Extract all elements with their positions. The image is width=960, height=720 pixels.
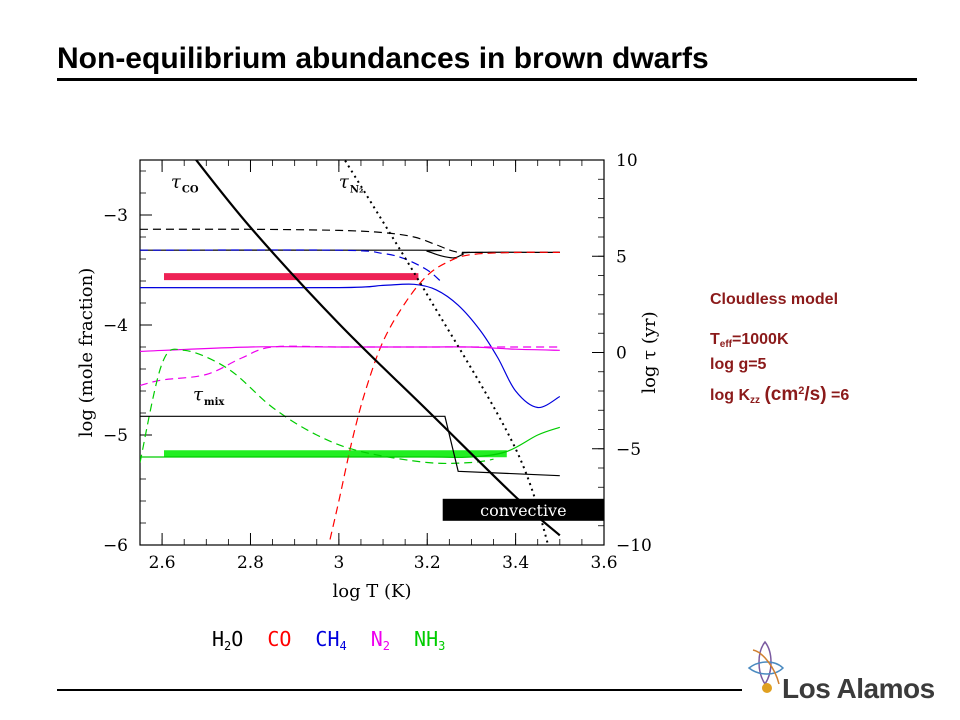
series-line (194, 160, 561, 537)
teff-sub: eff (719, 339, 733, 350)
x-tick-label: 3 (333, 553, 344, 573)
tau-annotation: τ (193, 384, 204, 405)
logg-line: log g=5 (710, 356, 767, 373)
legend-item-text: NH (414, 627, 439, 651)
y-tick-label: −4 (103, 316, 128, 336)
series-line (140, 283, 561, 409)
kzz-sub: zz (750, 395, 760, 406)
convective-box (442, 498, 604, 521)
plot-frame (139, 159, 605, 546)
kzz-unit-sup: 2 (798, 385, 805, 397)
kzz-line: log Kzz (cm2/s) =6 (710, 381, 849, 411)
logo-text: Los Alamos (782, 673, 935, 704)
kzz-prefix: log K (710, 387, 750, 404)
model-info: Cloudless model Teff=1000K log g=5 log K… (710, 290, 849, 411)
tau-annotation: τ (171, 172, 182, 193)
series-line (140, 348, 494, 465)
legend-item-text: H (212, 627, 225, 651)
series-line (329, 251, 560, 540)
series-line (140, 228, 560, 254)
legend-item-text: CO (267, 627, 292, 651)
legend-item-subscript: 4 (339, 639, 347, 653)
x-axis-label: log T (K) (332, 581, 411, 602)
legend-item-subscript: 2 (382, 639, 391, 653)
kzz-value: =6 (831, 387, 850, 404)
title-underline (57, 78, 917, 81)
convective-label: convective (480, 501, 566, 520)
x-tick-label: 2.6 (149, 553, 176, 573)
slide-title: Non-equilibrium abundances in brown dwar… (57, 42, 709, 75)
y2-tick-label: 0 (616, 344, 627, 364)
series-line (140, 426, 561, 459)
legend-item: H2O (212, 627, 243, 653)
series-line (140, 415, 560, 477)
y2-axis-label: log τ (yr) (639, 311, 660, 393)
teff-value: =1000K (732, 331, 789, 348)
footer-rule (57, 689, 742, 691)
y2-tick-label: 5 (616, 247, 627, 267)
y-axis-label: log (mole fraction) (76, 268, 97, 437)
legend-item: N2 (371, 627, 390, 653)
y2-tick-label: −10 (616, 536, 652, 556)
x-tick-label: 3.2 (414, 553, 441, 573)
legend-item: NH3 (414, 627, 445, 653)
los-alamos-logo-icon (747, 640, 785, 693)
legend: H2O CO CH4 N2 NH3 (212, 627, 469, 653)
tau-annotation-subscript: mix (204, 397, 225, 408)
teff-prefix: T (710, 331, 720, 348)
legend-item: CO (267, 627, 291, 651)
series-line (140, 345, 560, 387)
y-tick-label: −6 (103, 536, 128, 556)
series-line (343, 160, 550, 545)
tau-annotation-subscript: N₂ (350, 185, 364, 196)
legend-item: CH4 (315, 627, 346, 653)
tau-annotation: τ (339, 172, 350, 193)
legend-item-text-tail: O (231, 627, 244, 651)
legend-item-subscript: 2 (224, 639, 232, 653)
x-tick-label: 3.6 (590, 553, 617, 573)
legend-item-text: CH (315, 627, 340, 651)
x-tick-label: 3.4 (502, 553, 529, 573)
series-line (140, 346, 560, 352)
y2-tick-label: −5 (616, 440, 641, 460)
y2-tick-label: 10 (616, 151, 638, 171)
model-label: Cloudless model (710, 291, 839, 308)
legend-item-subscript: 3 (438, 639, 446, 653)
y-tick-label: −5 (103, 426, 128, 446)
series-line (140, 249, 560, 259)
tau-annotation-subscript: CO (182, 185, 199, 196)
y-tick-label: −3 (103, 206, 128, 226)
x-tick-label: 2.8 (237, 553, 264, 573)
legend-item-text: N (370, 627, 383, 651)
kzz-unit-open: (cm (764, 384, 799, 405)
kzz-unit-close: /s) (804, 384, 827, 405)
series-line (140, 249, 441, 282)
teff-line: Teff=1000K (710, 330, 849, 355)
